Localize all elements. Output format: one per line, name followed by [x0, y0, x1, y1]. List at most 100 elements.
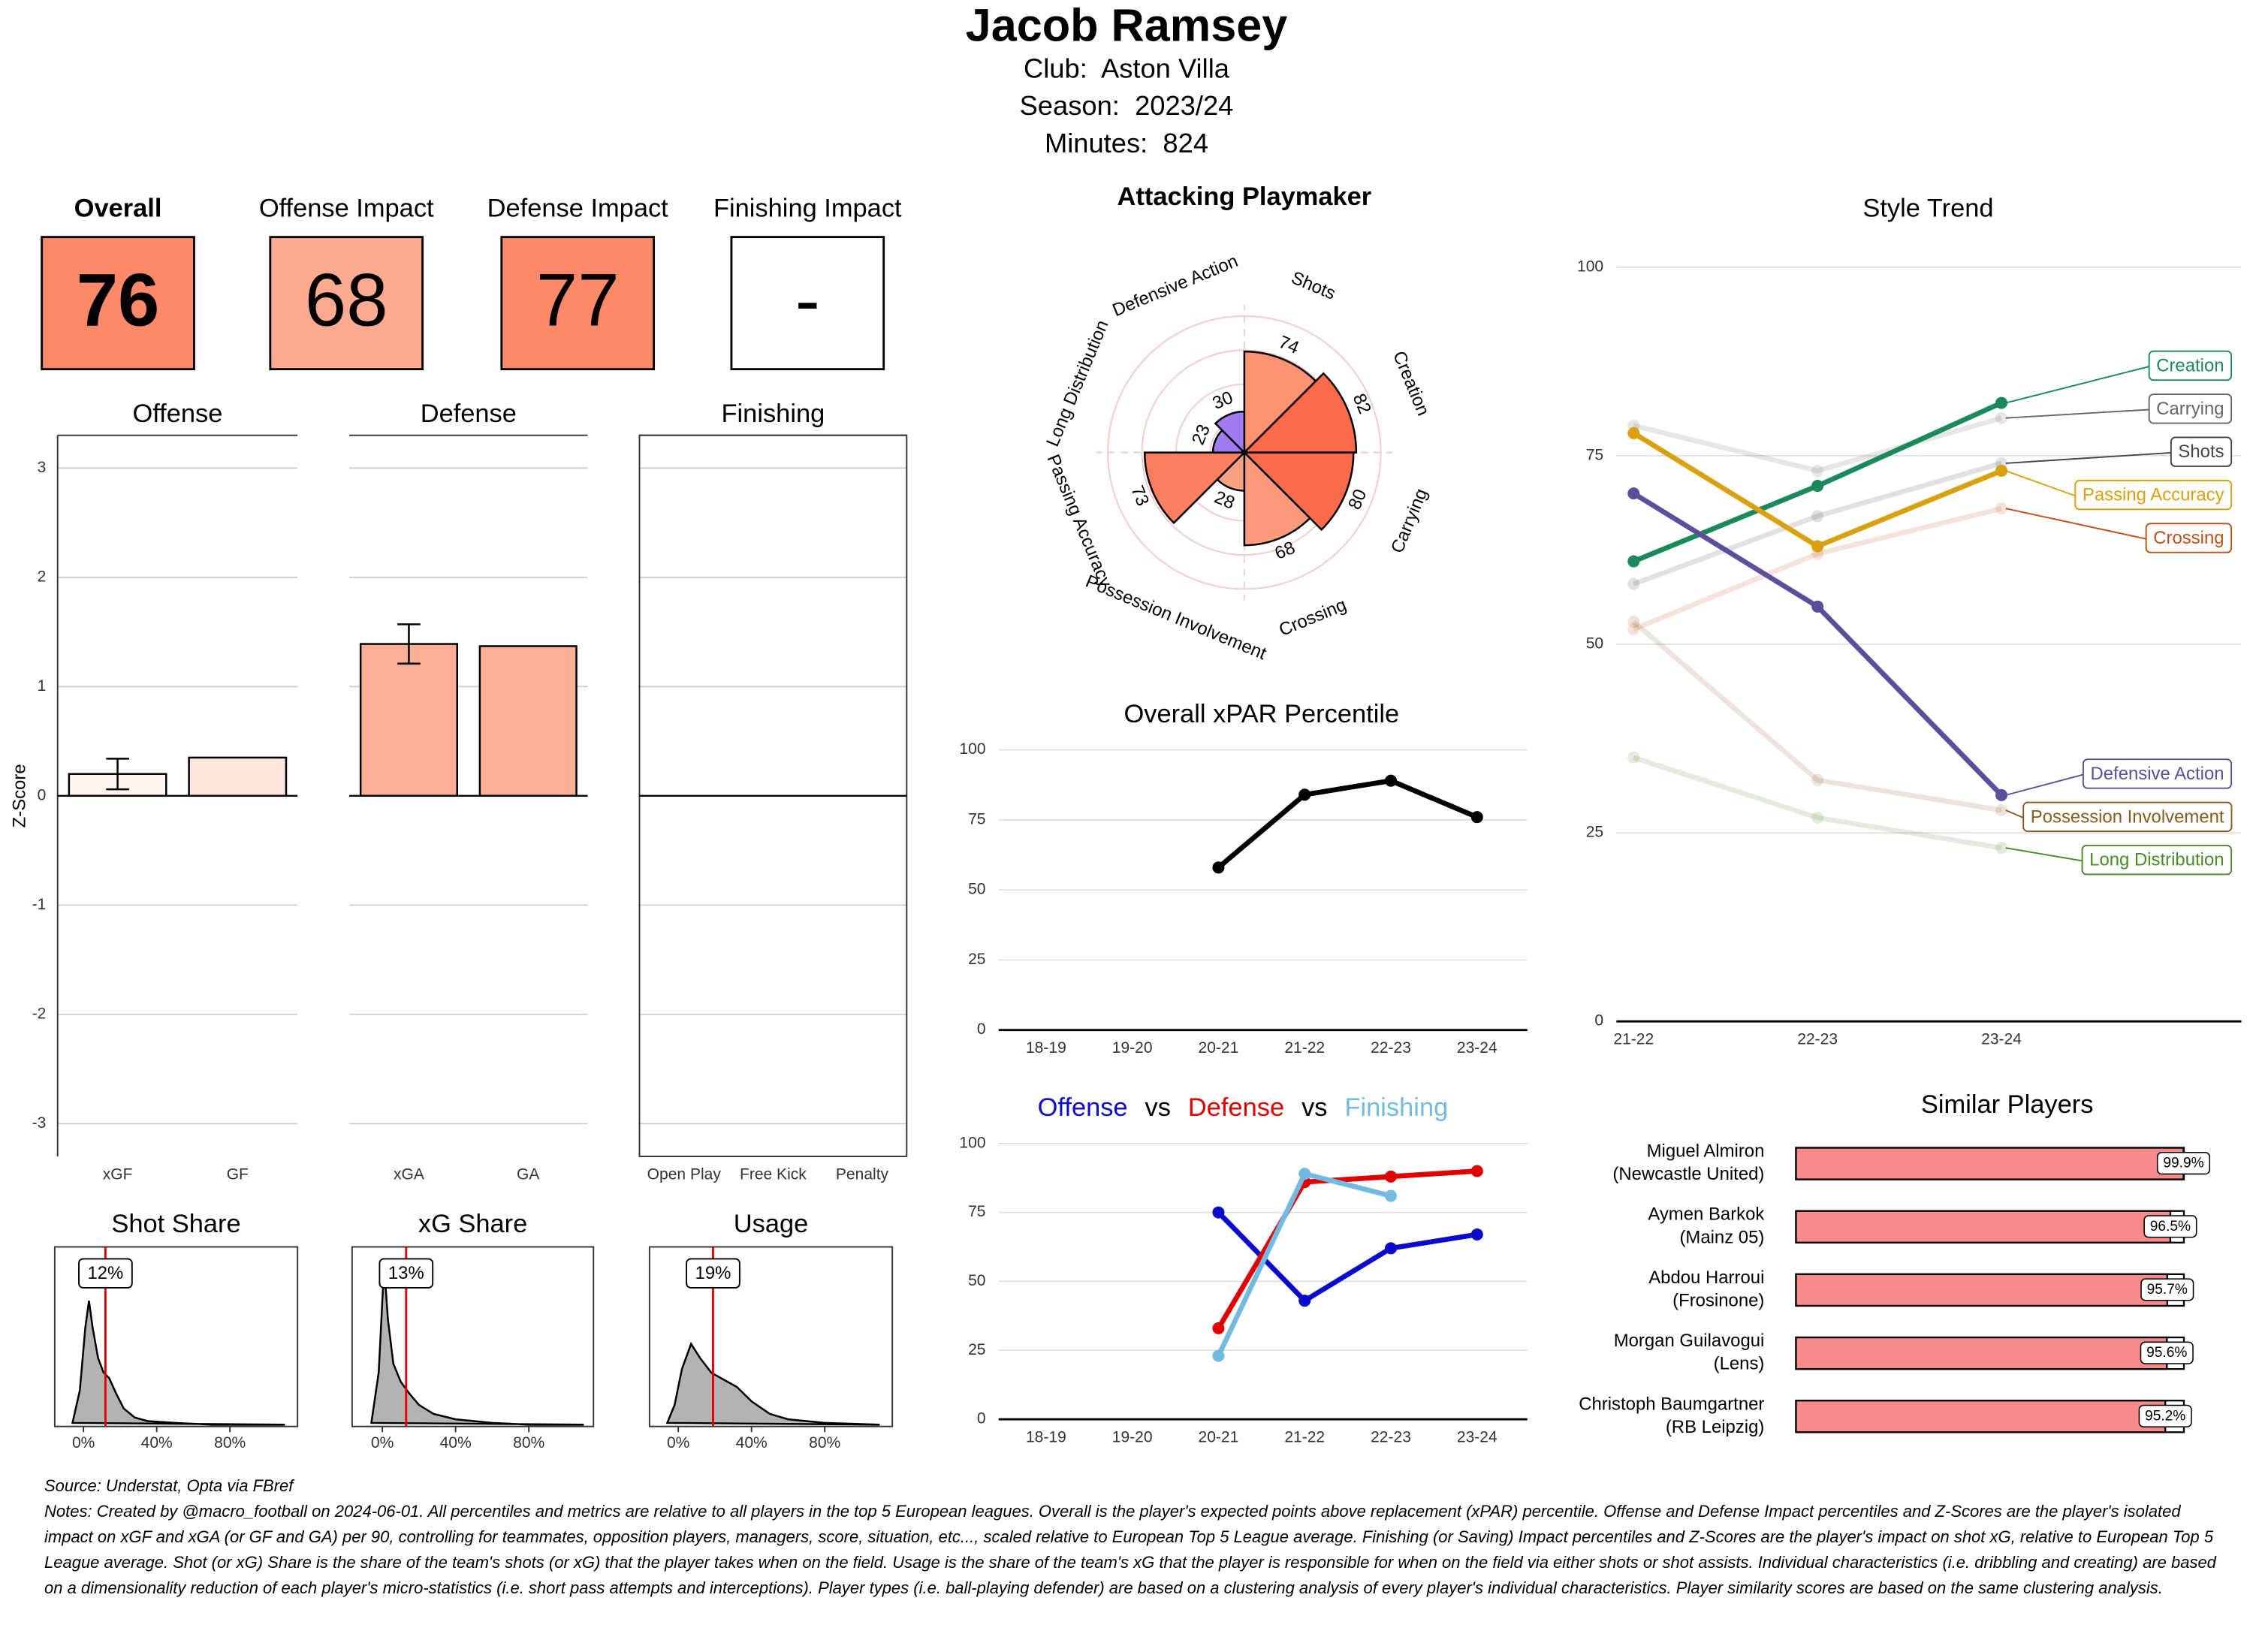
series-line — [1633, 505, 2002, 632]
series-label: Crossing — [2153, 528, 2224, 548]
player-name: Abdou Harroui — [1648, 1268, 1764, 1288]
y-tick-label: 25 — [968, 951, 985, 968]
score-value: 76 — [77, 259, 160, 342]
player-club: (Mainz 05) — [1679, 1227, 1764, 1247]
chart-title: Attacking Playmaker — [1117, 182, 1372, 211]
series-point — [1811, 464, 1824, 478]
series-point — [1811, 773, 1824, 786]
score-label: Offense Impact — [259, 194, 434, 222]
x-tick-label: xGA — [394, 1165, 424, 1183]
series-label-box — [2148, 393, 2233, 424]
series-point — [1470, 1165, 1483, 1177]
title-series-name: Finishing — [1344, 1093, 1448, 1122]
bar — [1795, 1336, 2168, 1370]
player-name: Aymen Barkok — [1648, 1204, 1764, 1225]
bar — [1795, 1400, 2167, 1433]
series-point — [1811, 811, 1824, 824]
marker-label: 19% — [695, 1263, 731, 1283]
title-series-name: Defense — [1188, 1093, 1284, 1122]
x-tick-label: 18-19 — [1026, 1429, 1066, 1446]
x-tick-label: 22-23 — [1797, 1031, 1838, 1048]
x-tick-label: 80% — [214, 1434, 246, 1452]
value-label: 99.9% — [2163, 1156, 2203, 1171]
series-point — [1995, 788, 2008, 801]
value-label: 95.2% — [2145, 1408, 2185, 1424]
series-line — [1632, 620, 2002, 813]
category-label: Passing Accuracy — [1042, 451, 1115, 590]
score-box — [500, 236, 656, 371]
marker-label: 12% — [87, 1263, 123, 1283]
error-bar — [106, 758, 129, 791]
chart-title: Style Trend — [1862, 194, 1993, 222]
y-tick-label: 0 — [1594, 1012, 1603, 1029]
score-value: 68 — [305, 259, 388, 342]
series-label-box — [2022, 801, 2233, 833]
score-label: Overall — [74, 194, 162, 222]
score-box — [41, 236, 195, 371]
series-label-box — [2145, 523, 2233, 553]
x-tick-label: 23-24 — [1457, 1429, 1497, 1446]
x-tick-label: 20-21 — [1199, 1039, 1239, 1057]
series-point — [1212, 1349, 1225, 1362]
y-tick-label: 25 — [968, 1341, 985, 1358]
polar-bar — [1243, 350, 1317, 455]
value-label-box — [2140, 1341, 2194, 1364]
y-tick-label: 25 — [1586, 824, 1603, 841]
polar-bar — [1143, 451, 1247, 525]
player-name: Miguel Almiron — [1647, 1141, 1765, 1162]
category-label: Long Distribution — [1042, 318, 1113, 450]
category-label: Crossing — [1276, 595, 1349, 641]
panel-title: Shot Share — [111, 1210, 240, 1238]
y-tick-label: 50 — [1586, 635, 1603, 653]
polar-bar — [1214, 410, 1246, 455]
series-point — [1995, 803, 2008, 816]
series-point — [1627, 427, 1640, 439]
value-label: 80 — [1344, 487, 1371, 513]
panel-title: Usage — [734, 1210, 809, 1238]
series-point — [1811, 600, 1824, 613]
series-label: Passing Accuracy — [2083, 485, 2224, 505]
x-tick-label: GA — [517, 1165, 539, 1183]
series-point — [1811, 540, 1824, 553]
x-tick-label: 23-24 — [1981, 1031, 2022, 1048]
polar-bar — [1241, 372, 1358, 454]
x-tick-label: 21-22 — [1284, 1429, 1325, 1446]
bar — [359, 643, 458, 797]
x-tick-label: 23-24 — [1457, 1039, 1497, 1057]
series-label-box — [2170, 436, 2233, 467]
series-label-box — [2081, 845, 2233, 876]
x-tick-label: 40% — [736, 1434, 768, 1452]
series-line — [1633, 755, 2002, 851]
y-tick-label: 50 — [968, 881, 985, 898]
polar-bar — [1241, 451, 1355, 532]
value-label-box — [2156, 1152, 2211, 1175]
value-label: 73 — [1126, 483, 1153, 509]
footer: Source: Understat, Opta via FBref Notes:… — [44, 1473, 2222, 1601]
y-tick-label: 0 — [977, 1410, 986, 1427]
x-tick-label: 0% — [667, 1434, 689, 1452]
x-tick-label: 18-19 — [1026, 1039, 1066, 1057]
series-label: Defensive Action — [2090, 764, 2224, 784]
value-label: 95.7% — [2147, 1282, 2188, 1298]
title-series-name: Offense — [1038, 1093, 1128, 1122]
density-area — [370, 1265, 584, 1426]
series-line — [1217, 1210, 1478, 1304]
minutes-line: Minutes: 824 — [1045, 128, 1208, 158]
bar — [1795, 1210, 2172, 1244]
x-tick-label: GF — [227, 1165, 249, 1183]
player-club: (Newcastle United) — [1612, 1164, 1764, 1184]
score-value: 77 — [536, 259, 620, 342]
x-tick-label: 22-23 — [1371, 1429, 1411, 1446]
x-tick-label: Free Kick — [740, 1165, 807, 1183]
series-label: Carrying — [2156, 399, 2224, 419]
series-point — [1384, 1189, 1398, 1202]
panel-title: Finishing — [722, 399, 825, 428]
panel-frame — [53, 1246, 299, 1427]
bar — [478, 645, 578, 797]
series-point — [1298, 788, 1311, 801]
player-name: Jacob Ramsey — [966, 0, 1288, 50]
y-tick-label: 100 — [959, 740, 985, 758]
x-tick-label: 40% — [440, 1434, 472, 1452]
x-tick-label: Penalty — [836, 1165, 889, 1183]
